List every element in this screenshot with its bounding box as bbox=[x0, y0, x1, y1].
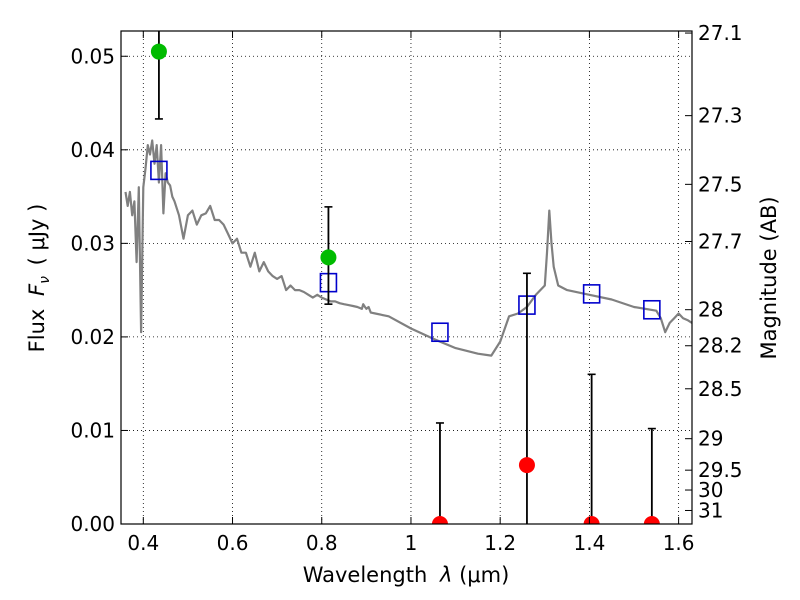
photometry-point bbox=[431, 516, 448, 524]
y2-tick-label: 29.5 bbox=[698, 458, 743, 482]
series-non-detections bbox=[431, 272, 660, 524]
y-tick-label: 0.03 bbox=[70, 231, 115, 255]
plot-area bbox=[121, 31, 692, 524]
y2-tick-label: 29 bbox=[698, 427, 723, 451]
y-axis-label-unit: ( μJy ) bbox=[25, 204, 49, 266]
x-axis-label: Wavelength λ (μm) bbox=[303, 563, 510, 587]
y-axis-label: Flux Fν ( μJy ) bbox=[25, 204, 54, 353]
x-tick-label: 1.4 bbox=[573, 531, 605, 555]
photometry-point bbox=[320, 249, 337, 266]
y2-tick-label: 27.7 bbox=[698, 229, 743, 253]
x-axis-label-symbol: λ bbox=[439, 563, 452, 587]
y-tick-label: 0.00 bbox=[70, 512, 115, 536]
photometry-point bbox=[518, 457, 535, 474]
x-tick-label: 1 bbox=[405, 531, 418, 555]
series-model-spectrum bbox=[124, 139, 692, 357]
y-axis-label-sub: ν bbox=[37, 276, 53, 284]
model-photometry-square bbox=[643, 299, 661, 320]
y-tick-label: 0.01 bbox=[70, 418, 115, 442]
plot-frame bbox=[120, 30, 693, 525]
y2-tick-label: 28.2 bbox=[698, 334, 743, 358]
x-axis-label-unit: (μm) bbox=[459, 563, 509, 587]
y-axis-label-symbol: F bbox=[25, 283, 49, 296]
y-tick-label: 0.02 bbox=[70, 325, 115, 349]
y-tick-label: 0.04 bbox=[70, 138, 115, 162]
photometry-point bbox=[150, 43, 167, 60]
y-tick-label: 0.05 bbox=[70, 44, 115, 68]
spectrum-line bbox=[124, 139, 692, 357]
photometry-point bbox=[583, 516, 600, 524]
x-tick-label: 1.6 bbox=[663, 531, 695, 555]
x-tick-label: 0.8 bbox=[306, 531, 338, 555]
series-layer bbox=[124, 31, 692, 524]
x-tick-label: 0.6 bbox=[217, 531, 249, 555]
ticks: 0.4 0.6 0.8 1 1.2 1.4 1.6 0.00 0.01 0.02 0.03 0.04 0… bbox=[70, 21, 742, 555]
y2-tick-label: 28.5 bbox=[698, 377, 743, 401]
model-photometry-square bbox=[582, 284, 601, 304]
series-detections bbox=[150, 31, 337, 305]
y-axis-label-main: Flux bbox=[25, 309, 49, 353]
y2-tick-label: 27.1 bbox=[698, 21, 743, 45]
y2-tick-label: 27.3 bbox=[698, 104, 743, 128]
x-tick-label: 0.4 bbox=[127, 531, 159, 555]
y2-tick-label: 31 bbox=[698, 498, 723, 522]
photometry-point bbox=[643, 516, 660, 524]
model-photometry-square bbox=[150, 160, 168, 181]
x-axis-label-main: Wavelength bbox=[303, 563, 428, 587]
y2-tick-label: 27.5 bbox=[698, 172, 743, 196]
y2-tick-label: 28 bbox=[698, 298, 723, 322]
x-tick-label: 1.2 bbox=[484, 531, 516, 555]
model-photometry-square bbox=[431, 322, 449, 343]
y2-tick-label: 30 bbox=[698, 478, 723, 502]
y2-axis-label: Magnitude (AB) bbox=[757, 196, 781, 359]
